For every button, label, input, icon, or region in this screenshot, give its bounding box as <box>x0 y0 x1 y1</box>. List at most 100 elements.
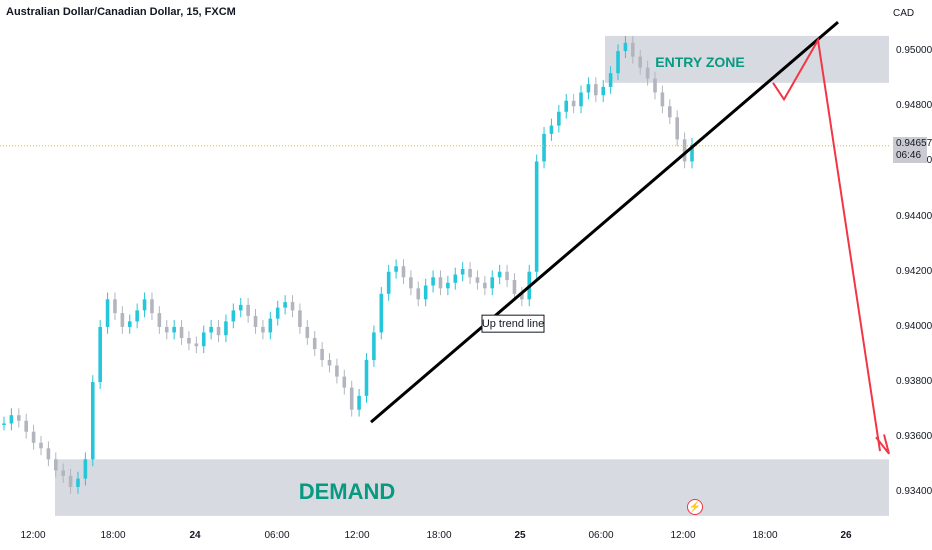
x-tick-label: 25 <box>514 530 526 541</box>
uptrend-line[interactable] <box>370 20 839 424</box>
candle-body <box>616 51 620 74</box>
x-tick-label: 12:00 <box>670 530 696 541</box>
candle-body <box>423 285 428 300</box>
candle-body <box>261 326 265 333</box>
candle-body <box>549 125 554 134</box>
chart-title: Australian Dollar/Canadian Dollar, 15, F… <box>6 6 236 18</box>
candle-body <box>542 133 546 162</box>
candle-body <box>312 337 317 349</box>
candle-body <box>157 313 162 327</box>
candle-body <box>113 299 117 314</box>
demand-zone-box <box>55 459 889 516</box>
candle-body <box>571 100 576 107</box>
x-tick-label: 24 <box>189 530 201 541</box>
candle-body <box>298 310 302 327</box>
candle-body <box>357 395 361 410</box>
candle-body <box>231 310 236 322</box>
candle-body <box>653 78 657 93</box>
candle-body <box>246 304 250 316</box>
candle-body <box>475 277 480 283</box>
x-tick-label: 12:00 <box>344 530 370 541</box>
candle-body <box>431 277 435 286</box>
candle-body <box>623 42 628 52</box>
candle-body <box>668 106 672 118</box>
projection-arrowhead <box>875 434 890 455</box>
candle-body <box>638 56 643 68</box>
candle-body <box>283 302 287 308</box>
candle-body <box>238 304 243 311</box>
candle-body <box>209 326 213 333</box>
candle-body <box>2 423 6 425</box>
candle-body <box>690 144 694 162</box>
candle-body <box>682 139 687 162</box>
candle-body <box>460 269 465 275</box>
projection-path[interactable] <box>772 37 881 452</box>
candle-body <box>290 302 295 311</box>
candle-body <box>194 343 199 347</box>
candle-body <box>135 310 139 322</box>
y-tick-label: 0.95000 <box>896 45 932 57</box>
candle-body <box>253 315 258 327</box>
candle-body <box>372 332 376 361</box>
candle-body <box>645 67 650 79</box>
entry-zone-box <box>605 35 889 83</box>
candle-body <box>416 288 421 300</box>
current-price-value: 0.94657 <box>896 138 932 149</box>
candle-body <box>39 442 43 449</box>
y-tick-label: 0.94400 <box>896 210 932 222</box>
x-tick-label: 18:00 <box>100 530 126 541</box>
candle-body <box>68 475 73 487</box>
y-tick-label: 0.93600 <box>896 431 932 443</box>
candle-body <box>179 326 184 338</box>
candle-body <box>305 326 310 338</box>
candle-body <box>594 84 598 96</box>
candle-body <box>490 277 495 289</box>
trend-label-box <box>481 314 545 333</box>
candle-body <box>127 321 132 327</box>
candle-body <box>401 266 406 278</box>
candle-body <box>76 478 80 487</box>
candle-body <box>224 321 228 336</box>
candle-body <box>505 271 509 281</box>
candle-body <box>275 307 280 319</box>
candle-body <box>187 337 191 344</box>
candle-body <box>453 274 458 283</box>
candle-body <box>120 313 125 327</box>
candle-body <box>675 117 680 140</box>
flash-icon[interactable]: ⚡ <box>687 499 703 515</box>
y-tick-label: 0.94800 <box>896 100 932 112</box>
candle-body <box>335 365 339 377</box>
candle-body <box>164 326 169 333</box>
candle-body <box>342 376 347 388</box>
candle-body <box>631 42 635 57</box>
candle-body <box>53 459 58 471</box>
candle-body <box>61 470 65 476</box>
candle-body <box>16 415 21 421</box>
candle-body <box>364 360 369 396</box>
y-tick-label: 0.94000 <box>896 320 932 332</box>
candle-body <box>438 277 443 289</box>
candle-body <box>105 299 110 327</box>
candle-body <box>601 86 606 96</box>
candle-body <box>564 100 569 112</box>
candle-body <box>534 161 539 272</box>
candle-body <box>172 326 176 333</box>
candle-body <box>446 282 450 289</box>
demand-zone-label: DEMAND <box>299 479 396 504</box>
candle-body <box>142 299 147 311</box>
candle-body <box>327 360 332 366</box>
candle-body <box>216 326 221 336</box>
y-tick-label: 0.93800 <box>896 376 932 388</box>
candle-body <box>349 387 354 410</box>
candle-body <box>394 266 398 272</box>
candle-body <box>557 111 561 126</box>
current-price-tag: 0.94657 06:46 <box>893 137 932 163</box>
bar-countdown: 06:46 <box>896 150 922 161</box>
candle-body <box>46 448 51 460</box>
candle-body <box>520 293 524 300</box>
candle-body <box>9 415 14 424</box>
candle-body <box>31 431 36 443</box>
candle-body <box>201 332 206 347</box>
